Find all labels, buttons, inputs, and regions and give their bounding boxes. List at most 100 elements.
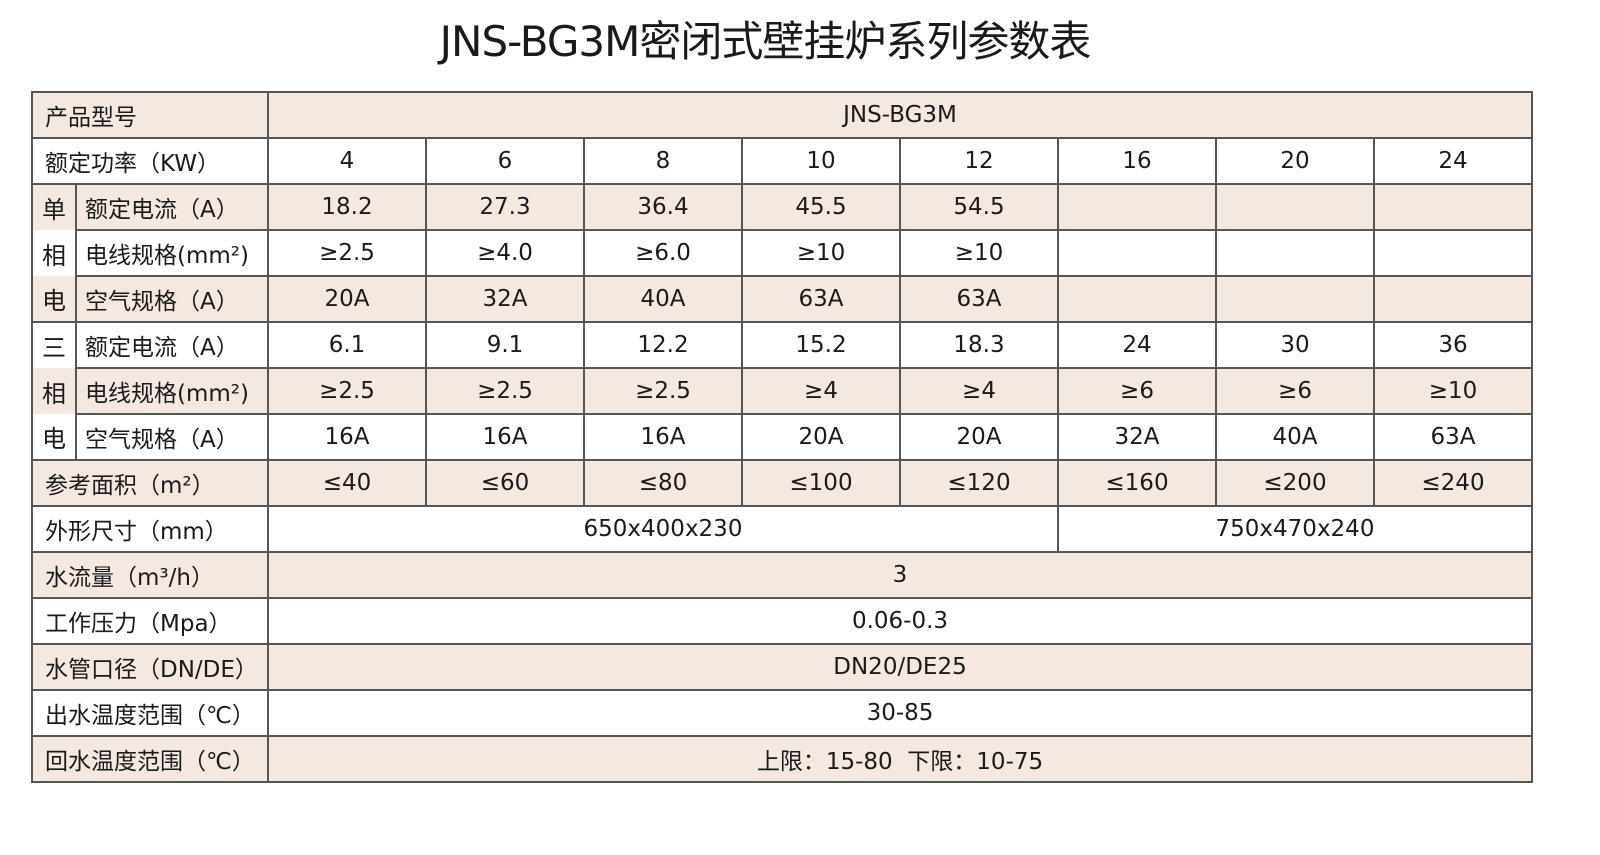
table-cell: 0.06-0.3 [267,597,1533,645]
table-cell [1057,229,1217,277]
row-label: 额定电流（A） [75,183,269,231]
table-row: 出水温度范围（℃） 30-85 [31,689,1533,737]
table-row: 产品型号 JNS-BG3M [31,91,1533,139]
table-cell: 上限：15-80 下限：10-75 [267,735,1533,783]
table-cell: 63A [741,275,901,323]
table-cell: 16 [1057,137,1217,185]
row-label: 水流量（m³/h） [31,551,269,599]
table-row: 相电线规格(mm²) ≥2.5 ≥4.0 ≥6.0 ≥10 ≥10 [31,229,1533,277]
table-cell: ≥2.5 [267,367,427,415]
table-cell: 32A [425,275,585,323]
table-row: 单额定电流（A） 18.2 27.3 36.4 45.5 54.5 [31,183,1533,231]
table-cell [1215,275,1375,323]
table-cell: 15.2 [741,321,901,369]
table-cell: 36 [1373,321,1533,369]
row-label: 水管口径（DN/DE） [31,643,269,691]
row-label: 额定功率（KW） [31,137,269,185]
table-cell: 8 [583,137,743,185]
spec-table: 产品型号 JNS-BG3M 额定功率（KW） 4 6 8 10 12 16 20 24 单额定电流（A… [31,91,1533,783]
table-cell: JNS-BG3M [267,91,1533,139]
table-cell: 12 [899,137,1059,185]
row-label: 空气规格（A） [75,275,269,323]
table-cell: 10 [741,137,901,185]
table-cell: 12.2 [583,321,743,369]
table-cell: 18.2 [267,183,427,231]
row-label: 电线规格(mm²) [75,367,269,415]
table-cell: ≥4 [741,367,901,415]
table-cell: 6.1 [267,321,427,369]
row-label: 外形尺寸（mm） [31,505,269,553]
table-cell: 36.4 [583,183,743,231]
row-label: 回水温度范围（℃） [31,735,269,783]
table-cell: 32A [1057,413,1217,461]
table-cell [1215,229,1375,277]
table-cell [1373,183,1533,231]
row-label: 出水温度范围（℃） [31,689,269,737]
table-cell: ≤200 [1215,459,1375,507]
row-label: 额定电流（A） [75,321,269,369]
page-title: JNS-BG3M密闭式壁挂炉系列参数表 [439,17,1092,66]
table-cell: 30-85 [267,689,1533,737]
table-cell: 30 [1215,321,1375,369]
table-cell: 9.1 [425,321,585,369]
table-cell: ≥6 [1057,367,1217,415]
table-cell: 24 [1057,321,1217,369]
table-cell: ≤240 [1373,459,1533,507]
table-cell: 3 [267,551,1533,599]
row-label: 电线规格(mm²) [75,229,269,277]
table-cell: 54.5 [899,183,1059,231]
table-cell: ≤160 [1057,459,1217,507]
table-row: 电空气规格（A） 20A 32A 40A 63A 63A [31,275,1533,323]
table-row: 回水温度范围（℃） 上限：15-80 下限：10-75 [31,735,1533,783]
table-cell: ≤100 [741,459,901,507]
table-row: 额定功率（KW） 4 6 8 10 12 16 20 24 [31,137,1533,185]
table-cell [1057,275,1217,323]
table-cell [1057,183,1217,231]
table-cell: 20A [899,413,1059,461]
table-cell: 16A [267,413,427,461]
table-cell: 16A [425,413,585,461]
phase-group-cell: 电 [31,276,77,323]
table-row: 工作压力（Mpa） 0.06-0.3 [31,597,1533,645]
table-cell: 18.3 [899,321,1059,369]
table-cell: 63A [1373,413,1533,461]
table-cell: 27.3 [425,183,585,231]
table-cell: ≥2.5 [583,367,743,415]
table-cell: ≤80 [583,459,743,507]
table-cell [1373,275,1533,323]
table-row: 参考面积（m²） ≤40 ≤60 ≤80 ≤100 ≤120 ≤160 ≤200 ≤240 [31,459,1533,507]
table-cell: ≥2.5 [425,367,585,415]
phase-group-cell: 相 [31,368,77,414]
table-cell: 40A [1215,413,1375,461]
table-cell: 750x470x240 [1057,505,1533,553]
table-cell: ≥6 [1215,367,1375,415]
table-cell: ≤60 [425,459,585,507]
table-row: 三额定电流（A） 6.1 9.1 12.2 15.2 18.3 24 30 36 [31,321,1533,369]
table-cell: 63A [899,275,1059,323]
table-cell: 650x400x230 [267,505,1059,553]
phase-group-cell: 三 [31,321,77,368]
table-cell: ≥10 [741,229,901,277]
table-cell: 16A [583,413,743,461]
row-label: 参考面积（m²） [31,459,269,507]
table-cell: 20A [267,275,427,323]
table-cell [1215,183,1375,231]
table-cell: ≥2.5 [267,229,427,277]
table-row: 水管口径（DN/DE） DN20/DE25 [31,643,1533,691]
row-label: 空气规格（A） [75,413,269,461]
table-cell: 6 [425,137,585,185]
table-cell: ≥10 [1373,367,1533,415]
table-cell: ≥4 [899,367,1059,415]
table-cell: 40A [583,275,743,323]
table-cell: 24 [1373,137,1533,185]
row-label: 产品型号 [31,91,269,139]
table-cell: ≥4.0 [425,229,585,277]
phase-group-cell: 电 [31,414,77,461]
table-cell: ≥10 [899,229,1059,277]
table-row: 外形尺寸（mm） 650x400x230 750x470x240 [31,505,1533,553]
table-row: 电空气规格（A） 16A 16A 16A 20A 20A 32A 40A 63A [31,413,1533,461]
table-cell: 45.5 [741,183,901,231]
phase-group-cell: 相 [31,230,77,276]
table-cell: DN20/DE25 [267,643,1533,691]
row-label: 工作压力（Mpa） [31,597,269,645]
